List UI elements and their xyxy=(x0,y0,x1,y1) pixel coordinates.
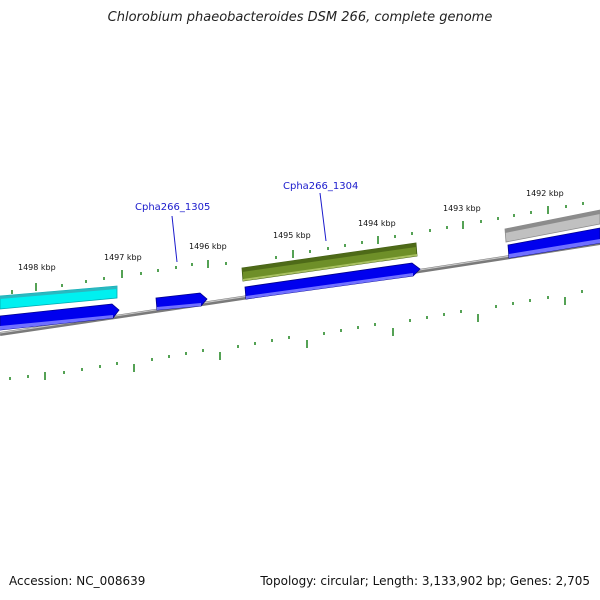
ruler-label-1496: 1496 kbp xyxy=(189,242,227,251)
genome-title: Chlorobium phaeobacteroides DSM 266, com… xyxy=(107,10,493,25)
leader-line-cpha266-1305 xyxy=(171,215,178,263)
accession-text: Accession: NC_008639 xyxy=(9,574,146,588)
ruler-label-1495: 1495 kbp xyxy=(273,231,311,240)
ruler-label-1492: 1492 kbp xyxy=(526,189,564,198)
genome-summary-text: Topology: circular; Length: 3,133,902 bp… xyxy=(260,574,590,588)
ruler-label-1494: 1494 kbp xyxy=(358,219,396,228)
ruler-label-1497: 1497 kbp xyxy=(104,253,142,262)
ruler-label-1498: 1498 kbp xyxy=(18,263,56,272)
leader-line-cpha266-1304 xyxy=(319,192,327,242)
ruler-label-1493: 1493 kbp xyxy=(443,204,481,213)
outer-tick-ring xyxy=(11,202,584,294)
gene-label-cpha266-1304[interactable]: Cpha266_1304 xyxy=(283,181,358,192)
inner-tick-ring xyxy=(9,290,583,380)
cds-arrow-cpha266-1304 xyxy=(244,262,421,300)
gene-label-cpha266-1305[interactable]: Cpha266_1305 xyxy=(135,202,210,213)
